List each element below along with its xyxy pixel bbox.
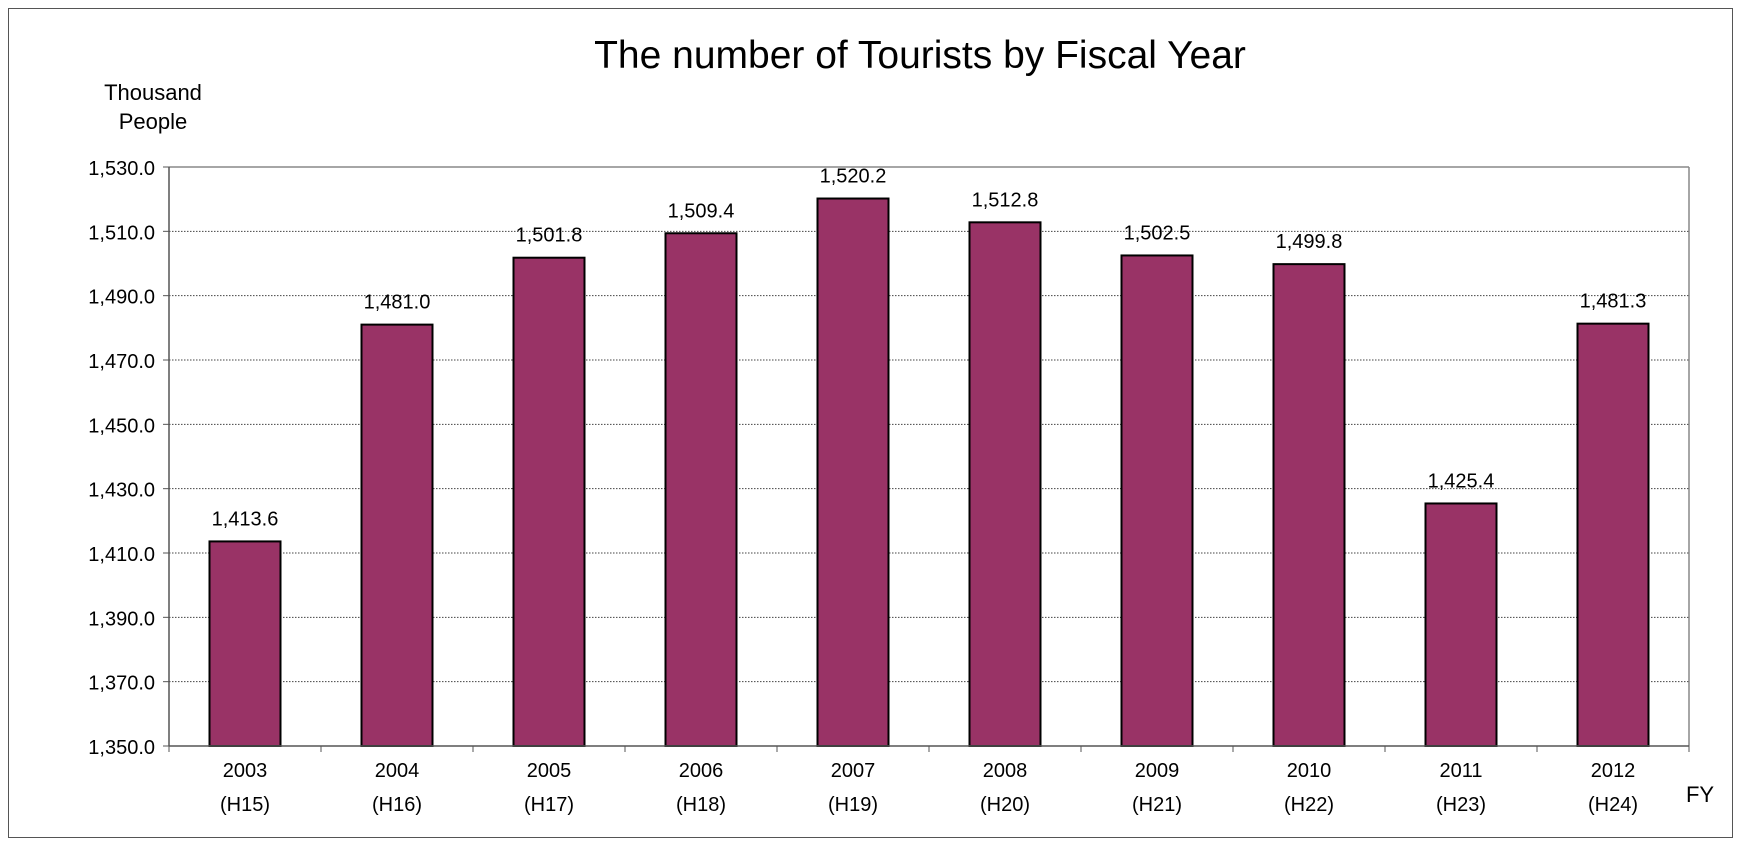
bar-2006 bbox=[664, 232, 738, 748]
y-tick-label: 1,410.0 bbox=[88, 544, 155, 566]
y-tick-label: 1,350.0 bbox=[88, 737, 155, 759]
x-tick-sublabel: (H24) bbox=[1588, 794, 1638, 816]
x-tick-label: 2010 bbox=[1287, 760, 1332, 782]
x-tick-sublabel: (H22) bbox=[1284, 794, 1334, 816]
x-tick-label: 2011 bbox=[1439, 760, 1482, 782]
y-tick-label: 1,490.0 bbox=[88, 287, 155, 309]
bar-2009 bbox=[1120, 254, 1194, 747]
bar-2008 bbox=[968, 221, 1042, 747]
bar-2005 bbox=[512, 256, 586, 748]
y-tick-label: 1,510.0 bbox=[88, 222, 155, 244]
bar-2011 bbox=[1424, 502, 1498, 748]
bar-chart: The number of Tourists by Fiscal Year Th… bbox=[88, 34, 1714, 816]
x-tick-label: 2012 bbox=[1591, 760, 1636, 782]
x-tick-sublabel: (H23) bbox=[1436, 794, 1486, 816]
y-axis-label-line1: Thousand bbox=[104, 80, 202, 105]
data-label: 1,520.2 bbox=[820, 166, 887, 188]
data-label: 1,413.6 bbox=[212, 508, 279, 530]
data-label: 1,509.4 bbox=[668, 200, 735, 222]
bars bbox=[208, 197, 1650, 748]
x-tick-sublabel: (H20) bbox=[980, 794, 1030, 816]
x-tick-sublabel: (H18) bbox=[676, 794, 726, 816]
bar-2007 bbox=[816, 197, 890, 748]
x-tick-label: 2007 bbox=[831, 760, 876, 782]
y-tick-label: 1,370.0 bbox=[88, 673, 155, 695]
x-tick-label: 2003 bbox=[223, 760, 268, 782]
y-tick-label: 1,450.0 bbox=[88, 415, 155, 437]
x-tick-label: 2006 bbox=[679, 760, 724, 782]
x-axis-label: FY bbox=[1686, 782, 1714, 807]
data-label: 1,499.8 bbox=[1276, 231, 1343, 253]
x-tick-sublabel: (H15) bbox=[220, 794, 270, 816]
data-label: 1,502.5 bbox=[1124, 222, 1191, 244]
y-tick-label: 1,530.0 bbox=[88, 158, 155, 180]
y-axis-label-line2: People bbox=[119, 109, 188, 134]
x-tick-sublabel: (H17) bbox=[524, 794, 574, 816]
data-label: 1,501.8 bbox=[516, 225, 583, 247]
bar-2012 bbox=[1576, 322, 1650, 747]
chart-frame: The number of Tourists by Fiscal Year Th… bbox=[8, 8, 1733, 838]
bar-2003 bbox=[208, 540, 282, 747]
x-tick-sublabel: (H19) bbox=[828, 794, 878, 816]
x-tick-label: 2005 bbox=[527, 760, 572, 782]
x-tick-label: 2008 bbox=[983, 760, 1028, 782]
labels: 1,350.0 1,370.0 1,390.0 1,410.0 1,430.0 1,450… bbox=[88, 158, 1646, 816]
data-label: 1,481.3 bbox=[1580, 291, 1647, 313]
y-tick-label: 1,390.0 bbox=[88, 608, 155, 630]
bar-2010 bbox=[1272, 263, 1346, 747]
x-tick-label: 2004 bbox=[375, 760, 420, 782]
data-label: 1,512.8 bbox=[972, 189, 1039, 211]
chart-title: The number of Tourists by Fiscal Year bbox=[594, 34, 1246, 77]
x-tick-sublabel: (H16) bbox=[372, 794, 422, 816]
axes bbox=[163, 166, 1690, 752]
data-label: 1,481.0 bbox=[364, 292, 431, 314]
y-tick-label: 1,430.0 bbox=[88, 480, 155, 502]
data-label: 1,425.4 bbox=[1428, 470, 1495, 492]
x-tick-sublabel: (H21) bbox=[1132, 794, 1182, 816]
bar-2004 bbox=[360, 323, 434, 747]
y-tick-label: 1,470.0 bbox=[88, 351, 155, 373]
x-tick-label: 2009 bbox=[1135, 760, 1180, 782]
